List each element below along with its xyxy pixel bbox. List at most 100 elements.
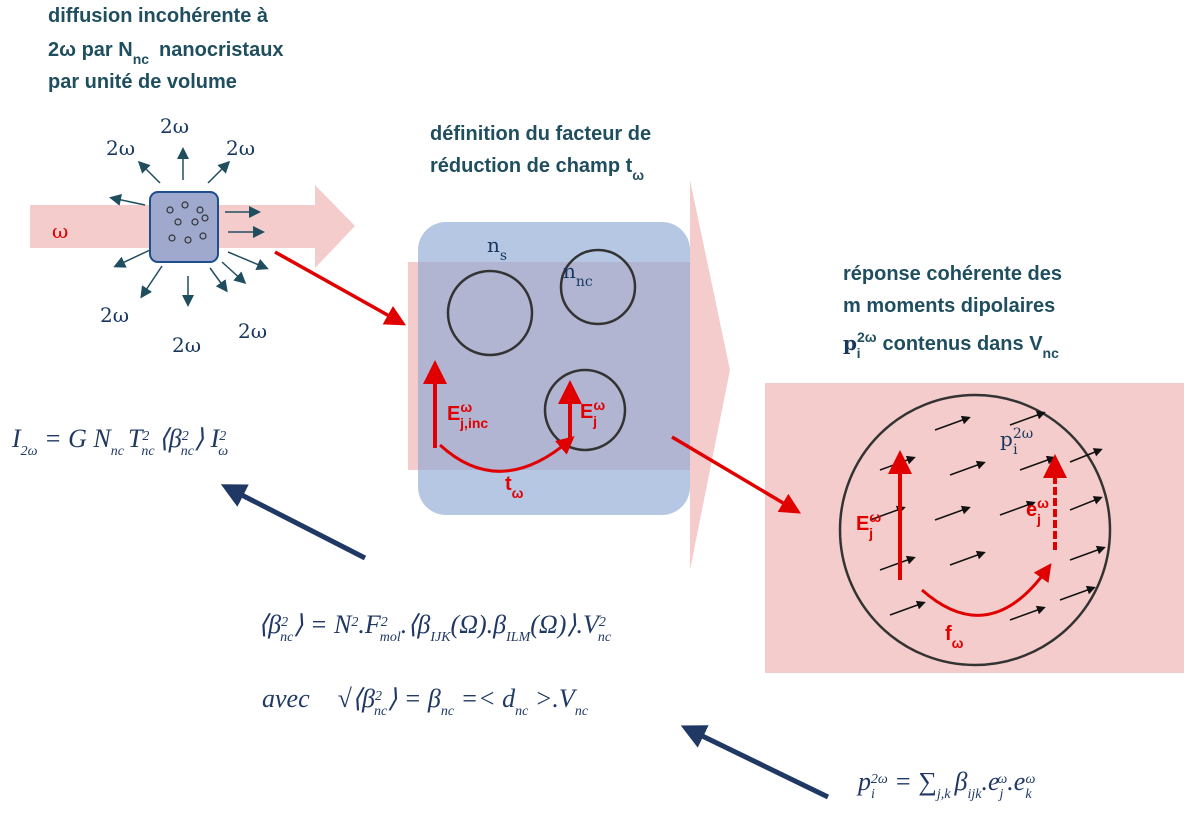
flow-arrow bbox=[274, 250, 407, 326]
formula-token: IJK bbox=[429, 630, 451, 645]
dipole-arrows bbox=[869, 410, 1106, 621]
formula-token: ⟩ I bbox=[194, 424, 221, 453]
formula-token: ⟨β bbox=[159, 424, 182, 453]
formula-token: k bbox=[1025, 787, 1032, 802]
formula-token: .e bbox=[1007, 767, 1025, 796]
formula-token: avec bbox=[262, 684, 310, 713]
formula-token: nc bbox=[598, 630, 612, 645]
subscript: s bbox=[500, 248, 507, 264]
formula-token: I bbox=[11, 424, 22, 453]
svg-text:nnc: nnc bbox=[563, 259, 593, 290]
crystal bbox=[838, 393, 1112, 667]
caption-line: diffusion incohérente à bbox=[48, 5, 269, 27]
incident-label: Eω j,inc bbox=[447, 399, 488, 431]
formula-token: 2 bbox=[381, 615, 388, 630]
label: p bbox=[843, 331, 857, 355]
superscript: ω bbox=[869, 509, 881, 525]
formula-token: p bbox=[856, 767, 871, 796]
label: n bbox=[563, 259, 576, 283]
formula-token: .e bbox=[981, 767, 999, 796]
superscript: 2ω bbox=[1013, 426, 1033, 442]
transfer-arrow bbox=[438, 436, 575, 473]
formula-token: ijk bbox=[967, 787, 982, 802]
formula-token: mol bbox=[380, 630, 401, 645]
formula-token: 2ω bbox=[21, 444, 38, 459]
formula: pi2ω = ∑j,k βijk.ejω.ekω bbox=[856, 767, 1036, 802]
harmonic-label: 2ω bbox=[106, 136, 135, 160]
emission-arrows bbox=[109, 147, 269, 307]
superscript: ω bbox=[1037, 495, 1049, 511]
formula-token: 2 bbox=[219, 429, 226, 444]
subscript: j bbox=[1036, 511, 1041, 527]
label: E bbox=[447, 403, 460, 425]
caption-line: contenus dans V bbox=[883, 333, 1044, 355]
formula: I2ω = G Nnc T2 nc ⟨β2 nc⟩ I2 ω bbox=[11, 424, 228, 459]
formula-token: 2ω bbox=[871, 772, 888, 787]
flow-arrow bbox=[671, 435, 802, 514]
formula-token: β bbox=[953, 767, 967, 796]
formula-token: ω bbox=[1026, 772, 1036, 787]
subscript: j bbox=[592, 413, 597, 429]
formula-token: 2 bbox=[182, 429, 189, 444]
formula-token: ω bbox=[218, 444, 228, 459]
formula-token: .F bbox=[358, 610, 382, 639]
scatter-panel: diffusion incohérente à 2ω par Nnc nanocr… bbox=[30, 5, 355, 357]
subscript: ω bbox=[632, 167, 644, 183]
caption-line: par unité de volume bbox=[48, 71, 237, 93]
formula-token: ILM bbox=[505, 630, 531, 645]
formula-token: 2 bbox=[351, 615, 358, 630]
svg-text:fω: fω bbox=[945, 623, 964, 651]
formula-token: (Ω)⟩.V bbox=[530, 610, 602, 639]
flow-arrow bbox=[680, 725, 830, 800]
formula-token: √⟨β bbox=[338, 684, 375, 713]
label: E bbox=[856, 513, 869, 535]
formula-token: i bbox=[871, 787, 875, 802]
subscript: j bbox=[868, 525, 873, 541]
formula-token: =< d bbox=[454, 684, 516, 713]
svg-text:ns: ns bbox=[487, 233, 507, 264]
formula: ⟨β2 nc⟩ = N2.F2 mol.⟨βIJK(Ω).βILM(Ω)⟩.V2 nc bbox=[258, 610, 612, 645]
svg-text:eωj: eω j bbox=[1026, 495, 1049, 527]
formula-token: j,k bbox=[935, 787, 951, 802]
formula-token: nc bbox=[374, 704, 388, 719]
formula-token: 2 bbox=[142, 429, 149, 444]
label: t bbox=[505, 473, 512, 495]
subscript: i bbox=[1013, 442, 1018, 458]
harmonic-label: 2ω bbox=[238, 319, 267, 343]
formula-token: T bbox=[128, 424, 144, 453]
subscript: nc bbox=[133, 51, 150, 67]
harmonic-label: 2ω bbox=[172, 333, 201, 357]
subscript: ω bbox=[952, 635, 964, 651]
subscript: j,inc bbox=[459, 415, 488, 431]
caption-line: réponse cohérente des bbox=[843, 263, 1062, 285]
formula-token: 2 bbox=[599, 615, 606, 630]
formula-token: ⟩ = N bbox=[293, 610, 353, 639]
formula-token: (Ω).β bbox=[451, 610, 507, 639]
formula-token: ⟨β bbox=[258, 610, 281, 639]
formula-token: nc bbox=[111, 444, 125, 459]
formula-token: >.V bbox=[528, 684, 578, 713]
transfer-arrow bbox=[921, 563, 1052, 617]
formula-token: nc bbox=[181, 444, 195, 459]
formula-token: j bbox=[997, 787, 1003, 802]
response-caption: réponse cohérente des m moments dipolair… bbox=[843, 263, 1068, 361]
label: n bbox=[487, 233, 500, 257]
svg-text:Eωj: Eω j bbox=[856, 509, 881, 541]
field-caption: définition du facteur de réduction de ch… bbox=[430, 123, 657, 183]
caption-line: nanocristaux bbox=[159, 39, 283, 61]
superscript: ω bbox=[460, 399, 472, 415]
formula-token: nc bbox=[575, 704, 589, 719]
formula-token: .⟨β bbox=[401, 610, 431, 639]
field-panel: définition du facteur de réduction de ch… bbox=[408, 123, 730, 570]
medium-box bbox=[418, 222, 690, 515]
formula-token: nc bbox=[141, 444, 155, 459]
subscript: nc bbox=[576, 274, 593, 290]
caption-line: m moments dipolaires bbox=[843, 295, 1055, 317]
flow-arrow bbox=[220, 484, 367, 561]
response-box bbox=[765, 383, 1184, 673]
omega-label: ω bbox=[52, 219, 68, 243]
formula-token: 2 bbox=[281, 615, 288, 630]
local-label: Eω j bbox=[580, 397, 605, 429]
